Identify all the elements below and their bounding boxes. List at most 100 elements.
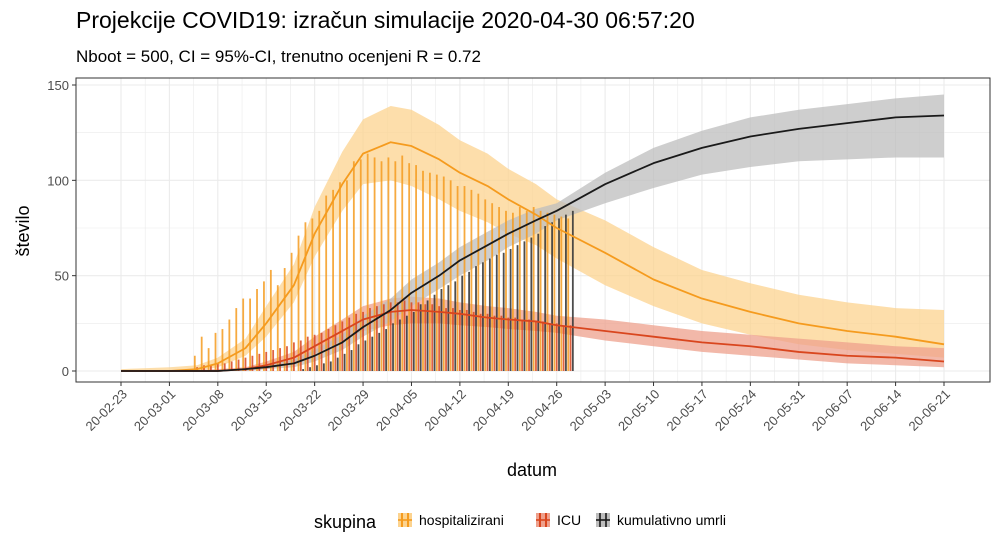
bar-hospitalizirani (408, 163, 411, 371)
bar-ICU (438, 306, 441, 371)
bar-ICU (375, 306, 378, 371)
bar-ICU (258, 353, 261, 371)
chart-subtitle: Nboot = 500, CI = 95%-CI, trenutno ocenj… (76, 47, 481, 66)
bar-ICU (479, 313, 482, 371)
bar-kumulativno-umrli (309, 367, 311, 371)
bar-hospitalizirani (200, 336, 203, 371)
bar-ICU (424, 304, 427, 371)
bar-kumulativno-umrli (551, 222, 553, 371)
legend-title: skupina (314, 512, 377, 532)
bar-kumulativno-umrli (571, 210, 574, 371)
bar-hospitalizirani (380, 161, 383, 371)
bar-ICU (265, 351, 268, 371)
observed-bars (193, 153, 574, 371)
bar-hospitalizirani (491, 203, 494, 371)
bar-hospitalizirani (339, 182, 341, 371)
bar-kumulativno-umrli (350, 350, 353, 371)
bar-ICU (203, 365, 205, 371)
legend-label-hospitalizirani: hospitalizirani (419, 512, 504, 528)
bar-hospitalizirani (242, 298, 245, 371)
bar-hospitalizirani (525, 210, 528, 371)
bar-ICU (417, 302, 420, 371)
bar-hospitalizirani (221, 329, 224, 371)
x-tick-label: 20-03-22 (276, 386, 323, 433)
x-tick-label: 20-05-10 (615, 386, 662, 433)
bar-kumulativno-umrli (537, 233, 540, 371)
line-hospitalizirani (121, 141, 945, 372)
band-kumulativno-umrli (121, 94, 944, 371)
bar-hospitalizirani (297, 235, 300, 371)
bar-kumulativno-umrli (488, 258, 491, 371)
x-tick-label: 20-04-05 (373, 386, 420, 433)
bar-kumulativno-umrli (322, 363, 325, 371)
x-axis: 20-02-23 20-03-01 20-03-08 20-03-15 20-03-22… (83, 382, 953, 434)
bar-ICU (341, 321, 344, 371)
bar-ICU (244, 357, 247, 371)
x-tick-label: 20-05-24 (712, 386, 759, 433)
bar-hospitalizirani (415, 165, 417, 371)
bar-kumulativno-umrli (412, 311, 415, 371)
bar-hospitalizirani (470, 189, 473, 371)
bar-hospitalizirani (463, 186, 466, 371)
bar-hospitalizirani (539, 210, 542, 371)
bar-hospitalizirani (553, 214, 556, 371)
x-tick-label: 20-04-26 (518, 386, 565, 433)
bar-hospitalizirani (567, 218, 570, 371)
line-ICU (121, 309, 945, 372)
bar-kumulativno-umrli (399, 319, 401, 371)
y-tick-label: 100 (47, 173, 69, 188)
bar-hospitalizirani (560, 216, 563, 371)
bar-hospitalizirani (498, 207, 500, 371)
bar-kumulativno-umrli (565, 214, 567, 371)
line-kumulativno-umrli (121, 114, 945, 372)
bar-ICU (355, 313, 358, 371)
x-tick-label: 20-03-29 (325, 386, 372, 433)
bar-hospitalizirani (283, 268, 286, 371)
bar-kumulativno-umrli (433, 294, 436, 371)
bar-ICU (396, 302, 399, 371)
bar-kumulativno-umrli (454, 281, 457, 371)
legend-label-ICU: ICU (557, 512, 581, 528)
bar-hospitalizirani (505, 210, 507, 371)
bar-kumulativno-umrli (495, 254, 498, 371)
bar-ICU (458, 309, 461, 371)
bar-hospitalizirani (256, 289, 258, 371)
bar-ICU (514, 317, 517, 371)
bar-kumulativno-umrli (371, 336, 374, 371)
bar-kumulativno-umrli (475, 266, 477, 371)
bar-hospitalizirani (304, 222, 307, 371)
bar-hospitalizirani (193, 355, 196, 371)
bar-kumulativno-umrli (447, 285, 450, 371)
band-hospitalizirani (121, 105, 944, 371)
bar-kumulativno-umrli (343, 353, 346, 371)
bar-ICU (272, 350, 275, 371)
bar-kumulativno-umrli (502, 252, 505, 371)
bar-ICU (555, 323, 558, 371)
bar-ICU (279, 348, 281, 371)
bar-hospitalizirani (332, 189, 334, 371)
x-tick-label: 20-06-07 (809, 386, 856, 433)
bar-kumulativno-umrli (302, 369, 305, 371)
bar-hospitalizirani (449, 180, 452, 371)
bar-hospitalizirani (373, 157, 376, 371)
y-axis: 0 50 100 150 (47, 78, 76, 379)
x-tick-label: 20-06-14 (857, 386, 904, 433)
bar-kumulativno-umrli (385, 329, 388, 371)
bar-hospitalizirani (422, 170, 424, 371)
bar-kumulativno-umrli (378, 332, 381, 371)
bar-kumulativno-umrli (516, 245, 519, 371)
bar-kumulativno-umrli (544, 226, 547, 371)
bar-ICU (541, 321, 544, 371)
bar-hospitalizirani (269, 269, 272, 371)
bar-ICU (348, 317, 351, 371)
bar-hospitalizirani (311, 218, 314, 371)
bar-kumulativno-umrli (523, 241, 526, 371)
bar-hospitalizirani (207, 348, 210, 371)
bar-hospitalizirani (235, 308, 238, 371)
bar-hospitalizirani (484, 199, 487, 371)
bar-ICU (382, 304, 385, 371)
x-tick-label: 20-03-01 (131, 386, 178, 433)
bar-ICU (535, 321, 537, 371)
bar-ICU (299, 340, 302, 371)
bar-hospitalizirani (456, 186, 459, 371)
